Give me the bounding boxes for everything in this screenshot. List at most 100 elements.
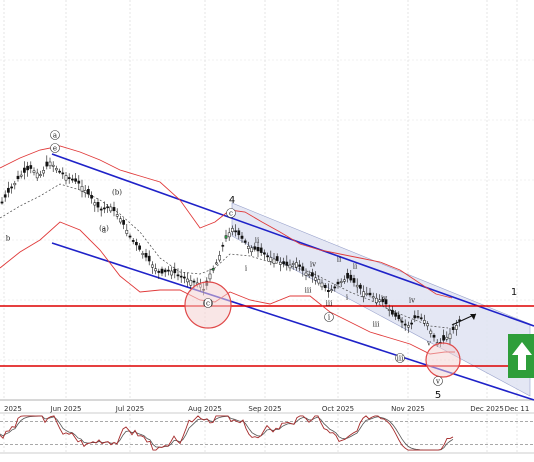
- candle-body-87: [279, 261, 282, 265]
- candle-body-31: [99, 208, 103, 211]
- candle-body-12: [39, 174, 42, 176]
- x-tick-label-5: Oct 2025: [322, 405, 354, 413]
- candle-body-75: [240, 235, 244, 239]
- x-tick-label-3: Aug 2025: [188, 405, 222, 413]
- wave-label-10: iii: [305, 287, 312, 295]
- candle-body-45: [144, 253, 148, 258]
- candle-body-37: [119, 218, 122, 223]
- candle-body-65: [208, 273, 212, 280]
- candle-body-34: [109, 206, 113, 212]
- candle-body-55: [176, 274, 180, 277]
- wave-label-18: iii: [326, 300, 333, 308]
- major-wave-label-1: 5: [435, 390, 441, 401]
- candle-body-40: [128, 235, 132, 238]
- candle-body-6: [19, 174, 23, 177]
- wave-label-4: c: [229, 210, 233, 218]
- candle-body-30: [96, 202, 100, 208]
- candle-body-25: [80, 186, 84, 192]
- candle-body-8: [26, 165, 29, 171]
- candle-body-100: [320, 282, 324, 288]
- candle-body-21: [67, 177, 71, 179]
- x-tick-label-1: Jun 2025: [50, 405, 82, 413]
- candle-body-135: [432, 334, 436, 338]
- wave-label-circle-21: [433, 376, 443, 386]
- wave-label-14: iii: [373, 321, 380, 329]
- candle-body-74: [237, 230, 241, 236]
- candle-body-131: [419, 317, 423, 320]
- candle-body-10: [32, 170, 36, 173]
- candle-body-66: [211, 268, 215, 271]
- candle-body-28: [90, 195, 93, 199]
- candle-body-80: [256, 247, 260, 252]
- candle-body-4: [13, 183, 17, 186]
- candle-body-138: [442, 335, 445, 341]
- candle-body-13: [42, 170, 45, 174]
- candle-body-93: [298, 264, 301, 267]
- wave-label-21: v: [435, 378, 440, 386]
- candle-body-7: [23, 167, 26, 173]
- candle-body-89: [285, 261, 289, 266]
- candle-body-19: [61, 172, 65, 175]
- candle-body-53: [170, 270, 173, 276]
- candle-body-86: [275, 256, 279, 261]
- forecast-arrow-head: [470, 314, 476, 320]
- candle-body-99: [317, 279, 321, 284]
- candle-body-119: [381, 299, 385, 303]
- candle-body-36: [115, 214, 119, 217]
- x-tick-label-7: Dec 2025: [470, 405, 504, 413]
- candle-body-94: [301, 266, 305, 271]
- wave-label-22: iii: [397, 355, 404, 363]
- wave-label-11: iv: [310, 261, 316, 269]
- bollinger-lower: [0, 221, 455, 355]
- candle-body-1: [3, 194, 7, 198]
- candle-body-116: [371, 296, 375, 299]
- candle-body-0: [0, 201, 4, 204]
- wave-label-7: (c): [203, 300, 213, 308]
- up-arrow-icon: [512, 342, 532, 370]
- candle-body-70: [224, 235, 228, 239]
- candle-body-103: [330, 289, 333, 292]
- candle-body-109: [349, 274, 353, 281]
- candle-body-140: [448, 333, 452, 339]
- wave-label-0: a: [53, 132, 57, 140]
- candle-body-5: [16, 175, 20, 180]
- wave-label-9: i: [245, 265, 248, 273]
- candle-body-125: [400, 320, 404, 323]
- oscillator-signal-line: [0, 415, 454, 451]
- candle-body-121: [387, 309, 391, 311]
- wave-label-circle-4: [226, 208, 236, 218]
- candle-body-111: [355, 284, 359, 288]
- candle-body-51: [163, 269, 167, 273]
- candle-body-95: [304, 272, 308, 276]
- wave-label-6: (a): [99, 225, 109, 233]
- candle-body-84: [269, 257, 273, 262]
- candle-body-68: [218, 255, 221, 261]
- candle-body-83: [266, 255, 269, 258]
- candle-body-134: [429, 330, 433, 334]
- candle-body-129: [413, 315, 417, 319]
- candle-body-38: [122, 220, 125, 225]
- candle-body-9: [29, 165, 33, 169]
- candle-body-118: [378, 299, 381, 302]
- wave-label-13: i: [346, 294, 349, 302]
- candle-body-11: [35, 172, 39, 179]
- x-tick-label-0: 2025: [4, 405, 22, 413]
- wave-label-8: ii: [255, 237, 260, 245]
- candle-body-20: [64, 175, 68, 181]
- candle-body-44: [141, 253, 145, 255]
- wave-label-20: ii: [337, 256, 342, 264]
- wave-label-2: b: [6, 235, 11, 243]
- candle-body-56: [179, 275, 183, 278]
- candle-body-39: [125, 229, 129, 234]
- candle-body-101: [323, 284, 327, 289]
- candle-body-114: [365, 293, 369, 295]
- candle-body-32: [103, 207, 106, 210]
- candle-body-113: [362, 291, 365, 297]
- wave-label-17: i: [328, 314, 331, 322]
- candle-body-22: [71, 178, 74, 181]
- labels: 2025 Jun 2025 Jul 2025 Aug 2025 Sep 2025 Oct …: [4, 130, 529, 413]
- candle-body-77: [247, 245, 250, 249]
- candle-body-122: [391, 309, 394, 315]
- candle-body-29: [93, 202, 97, 206]
